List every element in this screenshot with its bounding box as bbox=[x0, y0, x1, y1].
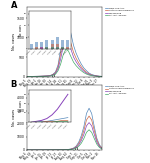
Y-axis label: No. cases: No. cases bbox=[12, 33, 16, 50]
Bar bbox=[35, 47, 38, 49]
Legend: NSW and ACT, Victoria and Tasmania, Queensland, SA, WA, and NT: NSW and ACT, Victoria and Tasmania, Quee… bbox=[105, 6, 134, 17]
Bar bbox=[56, 47, 59, 49]
Bar bbox=[45, 40, 48, 49]
Bar bbox=[45, 47, 48, 49]
Y-axis label: No. cases: No. cases bbox=[12, 109, 16, 126]
Text: B: B bbox=[11, 80, 17, 89]
Y-axis label: No. cases: No. cases bbox=[19, 24, 23, 36]
Bar bbox=[61, 47, 64, 49]
Bar bbox=[51, 47, 54, 49]
Bar bbox=[61, 47, 64, 49]
Legend: NSW and ACT, Victoria and Tasmania, Queensland, SA, WA, and NT: NSW and ACT, Victoria and Tasmania, Quee… bbox=[105, 85, 134, 95]
Bar bbox=[45, 47, 48, 49]
Bar bbox=[40, 47, 43, 49]
Bar bbox=[51, 44, 54, 49]
Bar bbox=[30, 44, 33, 49]
Bar bbox=[66, 47, 69, 49]
Bar bbox=[56, 37, 59, 49]
Bar bbox=[35, 42, 38, 49]
Text: A: A bbox=[11, 1, 17, 10]
Bar bbox=[52, 74, 54, 77]
Bar bbox=[56, 47, 59, 49]
Bar bbox=[66, 40, 69, 49]
Y-axis label: No. cases: No. cases bbox=[19, 100, 23, 112]
Bar bbox=[45, 47, 48, 49]
Bar bbox=[56, 44, 59, 49]
Bar bbox=[51, 40, 54, 49]
Bar bbox=[51, 47, 54, 49]
Bar bbox=[40, 47, 43, 49]
Bar bbox=[40, 42, 43, 49]
Bar bbox=[75, 147, 77, 150]
Bar bbox=[61, 40, 64, 49]
Bar bbox=[61, 47, 64, 49]
